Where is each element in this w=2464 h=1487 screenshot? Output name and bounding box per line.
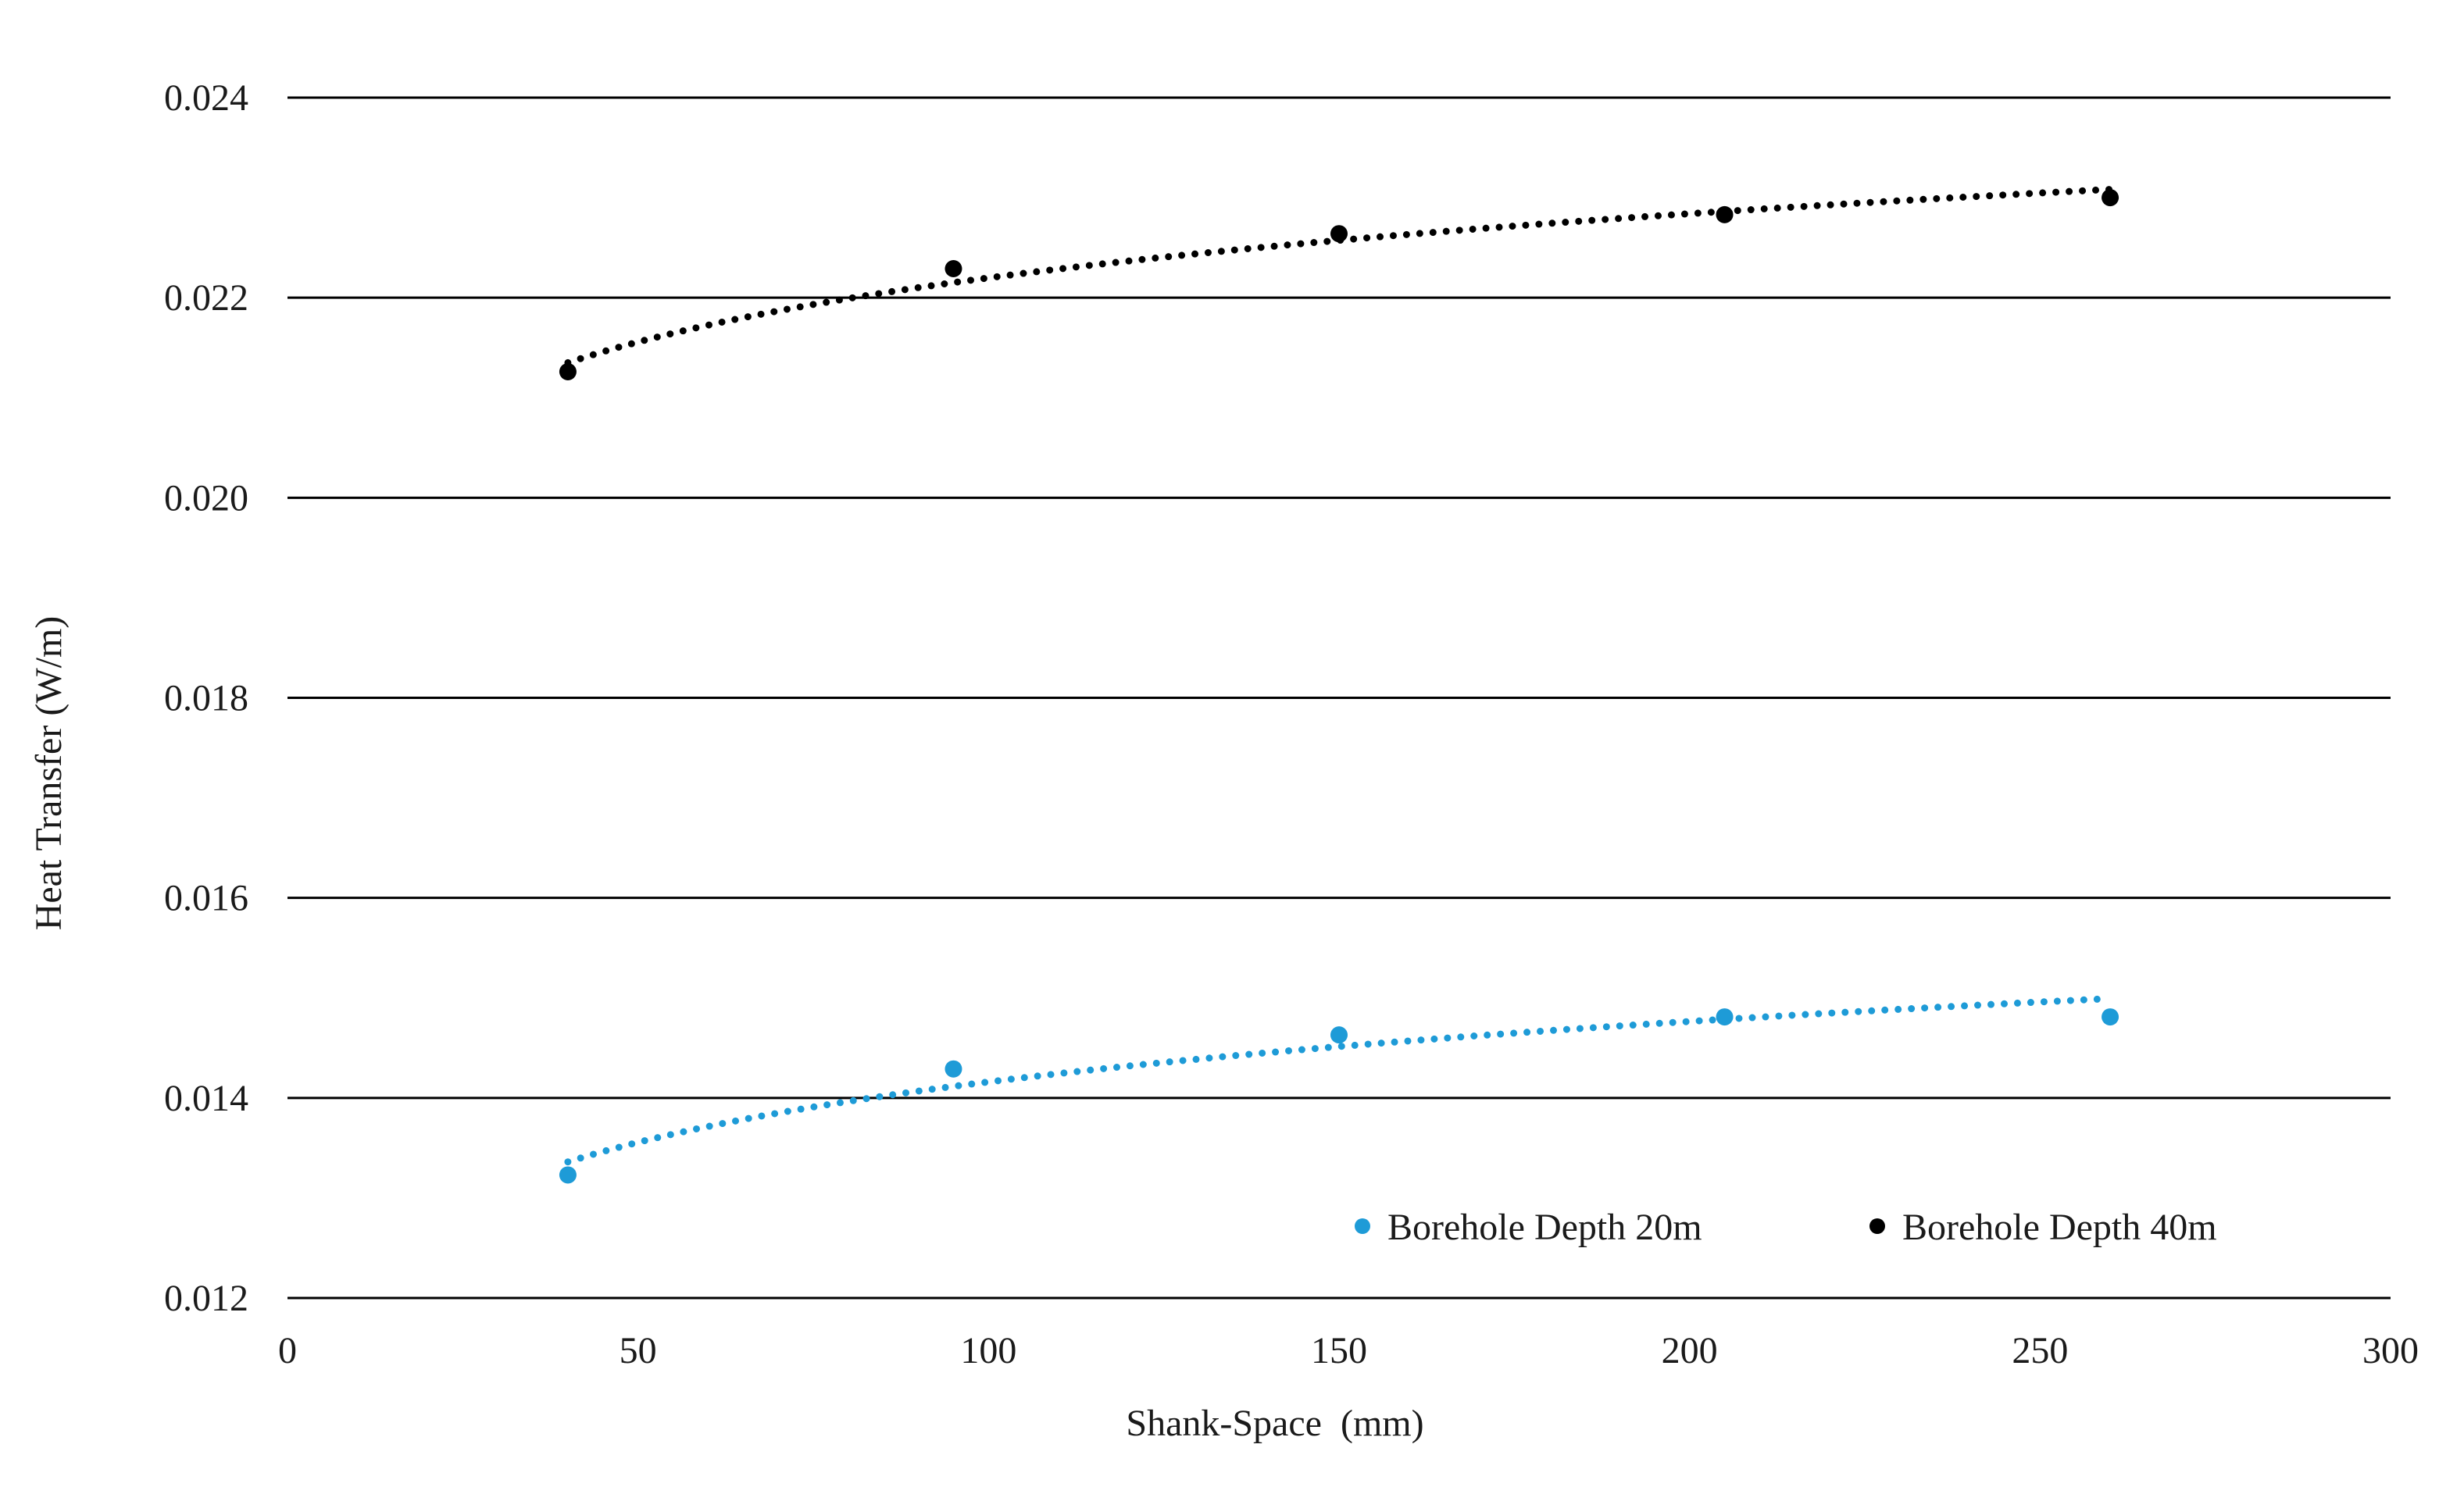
x-tick-label: 300: [2362, 1330, 2419, 1371]
data-point-series-0: [945, 1060, 962, 1078]
trendlines: [564, 186, 2114, 1166]
data-point-series-0: [2102, 1008, 2119, 1026]
data-point-series-1: [945, 260, 962, 278]
y-tick-label: 0.014: [164, 1078, 248, 1119]
y-tick-label: 0.024: [164, 77, 248, 119]
y-tick-label: 0.012: [164, 1278, 248, 1319]
x-tick-label: 100: [960, 1330, 1016, 1371]
x-tick-label: 250: [2012, 1330, 2068, 1371]
data-point-series-1: [2102, 189, 2119, 207]
data-point-series-1: [1716, 205, 1734, 223]
y-axis-title: Heat Transfer (W/m): [28, 616, 70, 931]
x-tick-label: 50: [620, 1330, 657, 1371]
trendline-series-1: [564, 186, 2114, 366]
trendline-series-0: [564, 995, 2114, 1166]
legend-marker-series-0: [1355, 1218, 1370, 1234]
legend-label-series-1: Borehole Depth 40m: [1902, 1207, 2217, 1248]
legend-label-series-0: Borehole Depth 20m: [1387, 1207, 1702, 1248]
data-point-series-1: [559, 362, 577, 380]
legend-marker-series-1: [1869, 1218, 1885, 1234]
y-tick-label: 0.016: [164, 878, 248, 919]
x-axis-title: Shank-Space (mm): [1126, 1403, 1423, 1444]
data-point-series-0: [1716, 1008, 1734, 1026]
x-tick-label: 150: [1311, 1330, 1367, 1371]
y-tick-label: 0.022: [164, 277, 248, 319]
tick-labels: 0.012 0.014 0.016 0.018 0.020 0.022 0.024 0 50 10…: [164, 77, 2419, 1371]
data-point-series-0: [559, 1166, 577, 1184]
data-point-series-1: [1330, 225, 1348, 243]
x-tick-label: 0: [278, 1330, 297, 1371]
legend: Borehole Depth 20m Borehole Depth 40m: [1355, 1207, 2217, 1248]
y-tick-label: 0.018: [164, 678, 248, 719]
x-tick-label: 200: [1662, 1330, 1718, 1371]
gridlines: [287, 96, 2391, 1300]
data-points: [559, 189, 2119, 1184]
y-tick-label: 0.020: [164, 477, 248, 519]
data-point-series-0: [1330, 1026, 1348, 1044]
